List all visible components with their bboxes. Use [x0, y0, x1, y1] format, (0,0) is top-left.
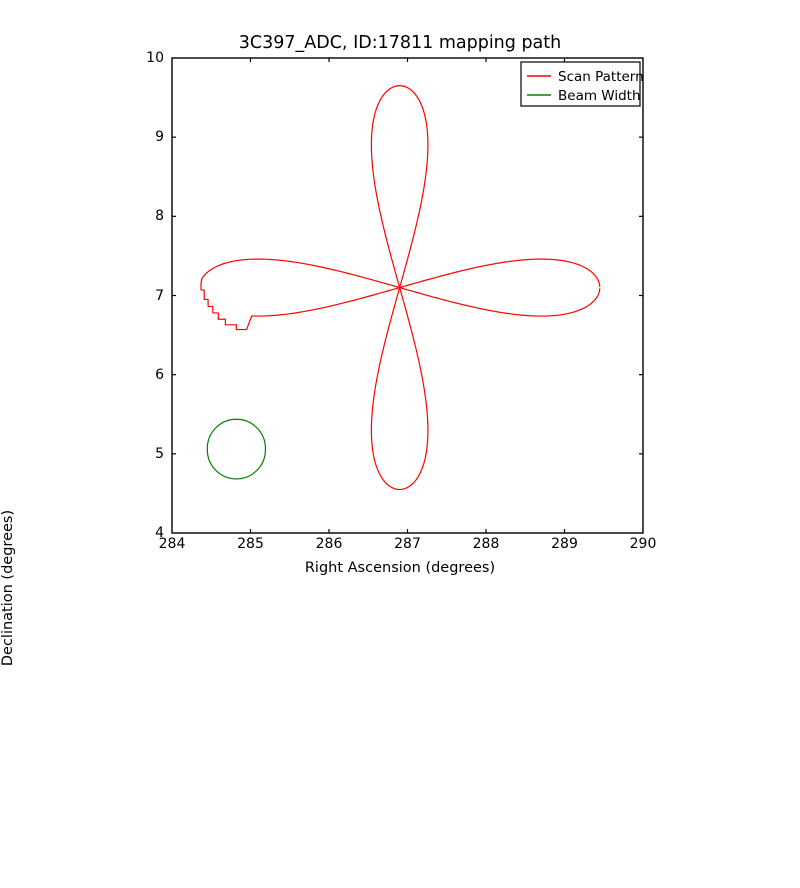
y-tick-label: 9	[155, 129, 164, 146]
x-tick-label: 285	[237, 536, 264, 552]
plot-frame	[171, 57, 644, 534]
y-tick-label: 10	[146, 50, 164, 66]
x-tick-label: 287	[394, 536, 421, 552]
scan-pattern-curve	[200, 85, 601, 491]
beam-width-circle	[206, 418, 267, 480]
plot-canvas: Scan Pattern Beam Width	[171, 57, 644, 534]
legend: Scan Pattern Beam Width	[520, 61, 644, 107]
x-axis-label: Right Ascension (degrees)	[304, 560, 496, 576]
plot-background	[172, 58, 643, 533]
x-tick-label: 290	[629, 536, 657, 552]
x-tick-label: 284	[158, 536, 186, 552]
y-tick-label: 6	[155, 366, 164, 383]
x-tick-label: 288	[472, 536, 500, 552]
x-tick-label: 289	[551, 536, 578, 552]
legend-box	[520, 61, 641, 107]
matplotlib-figure: 3C397_ADC, ID:17811 mapping path Right A…	[0, 33, 657, 667]
x-tick-label: 286	[315, 536, 343, 552]
page-title: 3C397_ADC, ID:17811 mapping path	[238, 33, 562, 53]
legend-label-beam-width: Beam Width	[558, 88, 641, 104]
y-tick-label: 5	[155, 445, 164, 462]
legend-label-scan-pattern: Scan Pattern	[558, 69, 644, 85]
y-tick-label: 7	[155, 287, 164, 304]
y-tick-label: 8	[155, 208, 164, 225]
y-tick-label: 4	[155, 525, 164, 541]
